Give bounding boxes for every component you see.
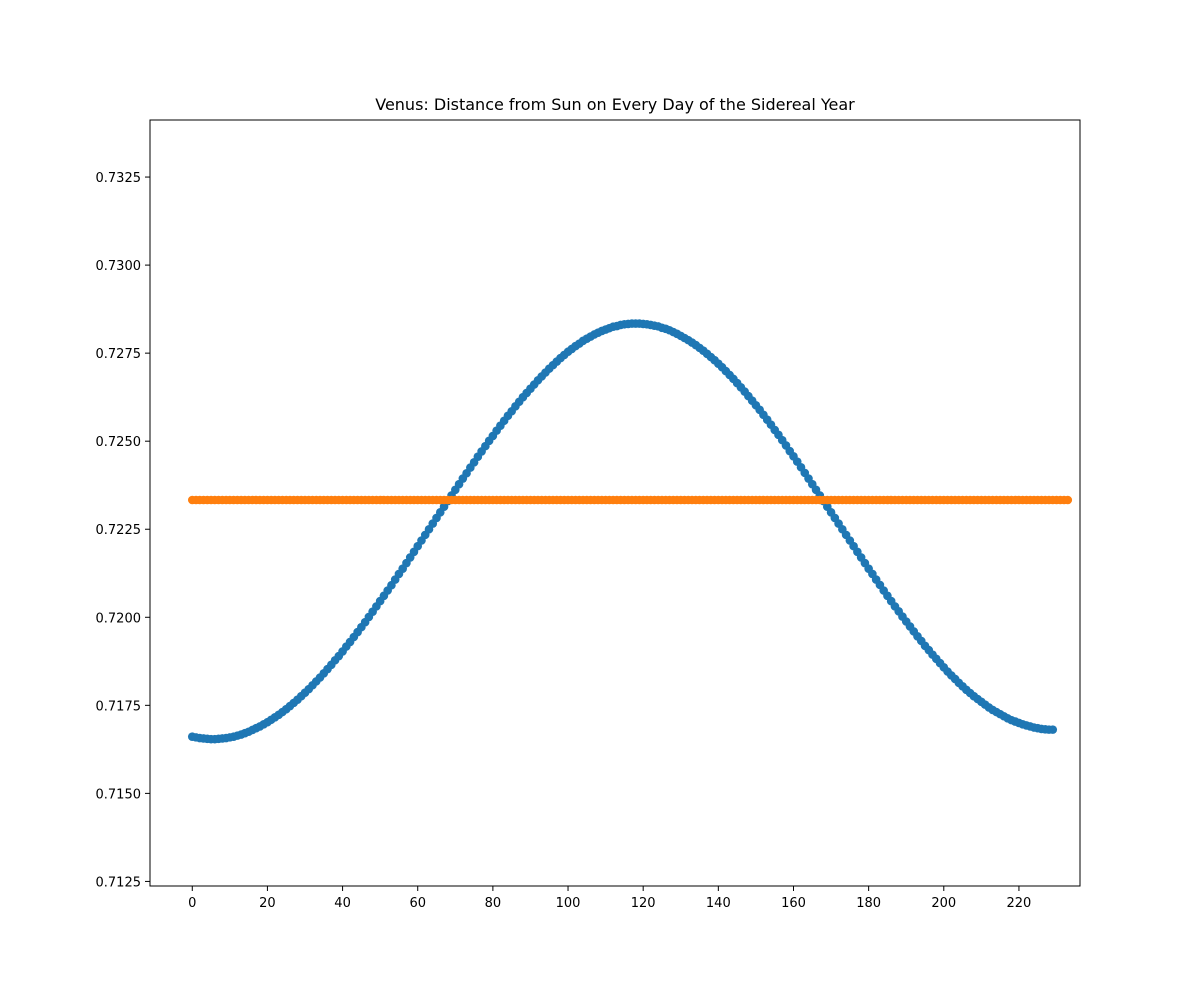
y-tick-label: 0.7250	[96, 435, 142, 450]
x-tick-label: 100	[556, 896, 581, 911]
x-tick-label: 120	[631, 896, 656, 911]
x-tick-label: 180	[856, 896, 881, 911]
data-point	[1048, 725, 1058, 734]
chart-title: Venus: Distance from Sun on Every Day of…	[375, 95, 855, 114]
y-tick-label: 0.7125	[96, 875, 142, 890]
x-tick-label: 60	[409, 896, 426, 911]
x-tick-label: 20	[259, 896, 276, 911]
y-tick-label: 0.7200	[96, 611, 142, 626]
x-tick-label: 200	[931, 896, 956, 911]
x-axis-ticks: 0 20 40 60 80 100 120 140 160 180 200 220	[188, 886, 1031, 911]
x-tick-label: 140	[706, 896, 731, 911]
series-1	[187, 495, 1073, 505]
data-point	[1063, 495, 1073, 505]
plot-frame	[149, 119, 1081, 887]
x-tick-label: 80	[485, 896, 502, 911]
x-tick-label: 0	[188, 896, 196, 911]
x-tick-label: 160	[781, 896, 806, 911]
y-tick-label: 0.7175	[96, 699, 142, 714]
y-tick-label: 0.7275	[96, 347, 142, 362]
plot-area	[187, 319, 1073, 744]
x-tick-label: 220	[1007, 896, 1032, 911]
y-axis-ticks: 0.7125 0.7150 0.7175 0.7200 0.7225 0.7250 0.72…	[96, 171, 150, 890]
y-tick-label: 0.7300	[96, 259, 142, 274]
y-tick-label: 0.7225	[96, 523, 142, 538]
y-tick-label: 0.7325	[96, 171, 142, 186]
x-tick-label: 40	[334, 896, 351, 911]
y-tick-label: 0.7150	[96, 787, 142, 802]
series-0	[187, 319, 1058, 744]
